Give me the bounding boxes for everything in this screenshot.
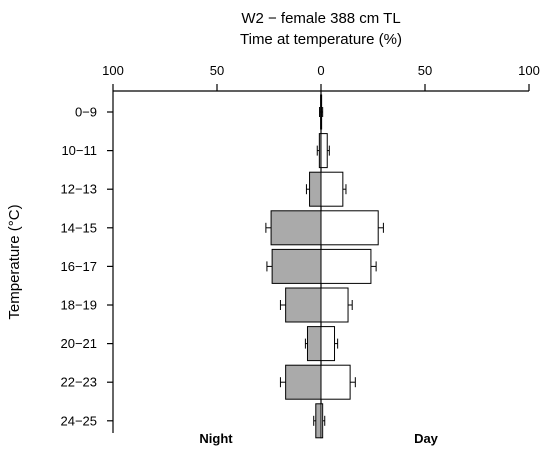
- bar-night: [309, 171, 322, 207]
- bar-night: [315, 403, 322, 439]
- bar-day: [320, 94, 323, 130]
- bar-night: [285, 287, 322, 323]
- bar-day: [320, 364, 351, 400]
- bars: [270, 94, 379, 439]
- y-tick-label: 10−11: [61, 143, 97, 158]
- y-tick-label: 24−25: [60, 413, 97, 428]
- bar-night: [306, 326, 322, 362]
- bar-night: [285, 364, 322, 400]
- y-tick-label: 18−19: [60, 298, 97, 313]
- x-tick-label: 100: [518, 63, 540, 78]
- bar-day: [320, 326, 336, 362]
- y-tick-label: 16−17: [60, 259, 97, 274]
- y-tick-label: 0−9: [75, 105, 97, 120]
- x-tick-label: 50: [210, 63, 224, 78]
- y-tick-label: 12−13: [60, 182, 97, 197]
- bar-night: [270, 210, 322, 246]
- bar-day: [320, 287, 349, 323]
- y-tick-label: 22−23: [60, 375, 97, 390]
- day-label: Day: [414, 431, 439, 446]
- bar-day: [320, 133, 328, 169]
- bar-day: [320, 248, 372, 284]
- y-tick-label: 14−15: [60, 220, 97, 235]
- chart-subtitle: Time at temperature (%): [240, 31, 402, 48]
- x-tick-label: 0: [317, 63, 324, 78]
- bar-night: [271, 248, 322, 284]
- x-tick-label: 100: [102, 63, 124, 78]
- bar-day: [320, 171, 344, 207]
- x-axis: 100 50 0 50 100: [102, 63, 540, 92]
- chart-title: W2 − female 388 cm TL: [241, 10, 400, 27]
- error-bars: [265, 107, 384, 426]
- night-label: Night: [199, 431, 233, 446]
- bar-day: [320, 403, 324, 439]
- y-axis: 0−9 10−11 12−13 14−15 16−17 18−19 20−21 22−23 24…: [60, 91, 114, 433]
- x-tick-label: 50: [418, 63, 432, 78]
- y-axis-label: Temperature (°C): [6, 204, 23, 319]
- bar-day: [320, 210, 379, 246]
- y-tick-label: 20−21: [60, 336, 97, 351]
